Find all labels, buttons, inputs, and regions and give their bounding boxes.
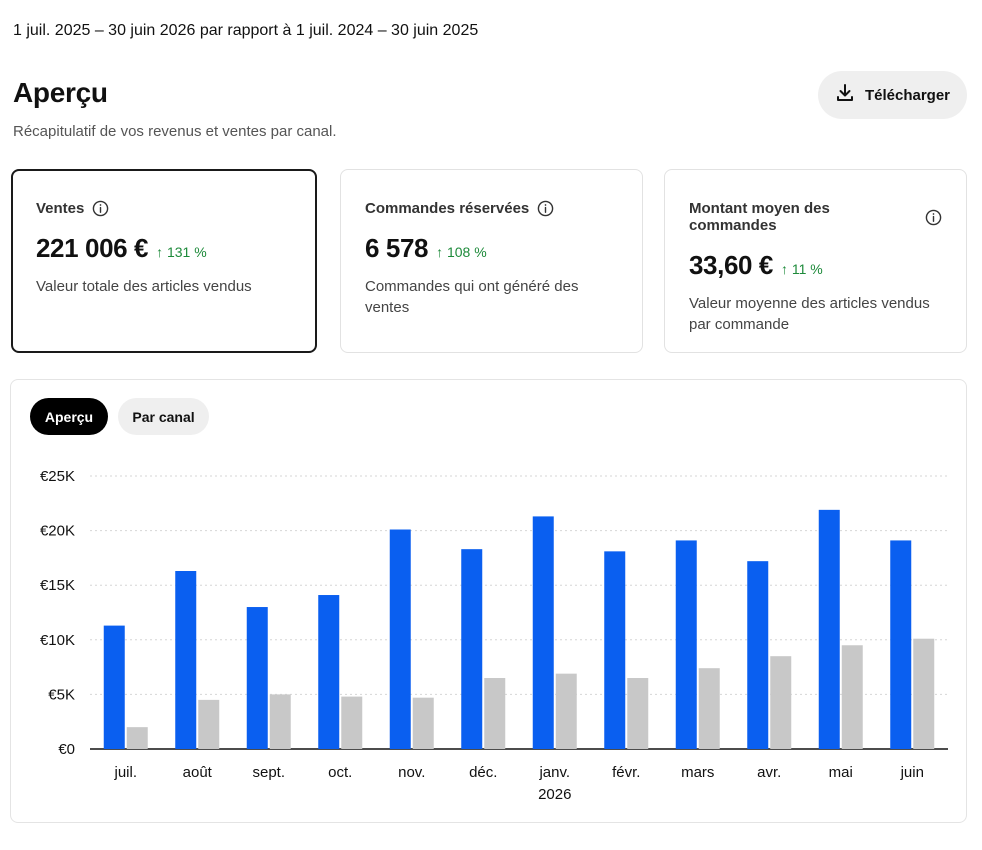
page-title: Aperçu	[13, 77, 108, 108]
card-description: Valeur totale des articles vendus	[36, 278, 252, 295]
tab-apercu[interactable]: Aperçu	[30, 398, 108, 435]
bar-previous	[555, 673, 577, 749]
x-tick-label: nov.	[398, 764, 425, 781]
bar-current	[175, 571, 197, 749]
x-tick-label: mai	[829, 764, 853, 781]
bar-previous	[269, 694, 291, 749]
chart-panel: Aperçu Par canal €0 €5K €10K €15K €20K €25K ju…	[10, 379, 967, 823]
x-tick-label: févr.	[612, 764, 640, 781]
bar-previous	[412, 697, 434, 749]
bar-current	[389, 529, 411, 749]
card-value: 33,60 €	[689, 250, 773, 280]
bar-current	[890, 540, 912, 749]
card-value: 221 006 €	[36, 233, 149, 263]
card-change-badge: ↑ 108 %	[436, 244, 487, 260]
bar-current	[818, 509, 840, 749]
bar-previous	[341, 696, 363, 749]
tab-par-canal[interactable]: Par canal	[118, 398, 209, 435]
x-tick-label: mars	[681, 764, 714, 781]
x-tick-label: oct.	[328, 764, 352, 781]
bar-current	[103, 625, 125, 749]
bar-current	[461, 549, 483, 749]
bar-previous	[841, 645, 863, 749]
x-tick-label: juil.	[113, 764, 137, 781]
info-icon[interactable]	[925, 209, 942, 226]
x-tick-label: janv.	[538, 764, 570, 781]
card-montant-moyen[interactable]: Montant moyen des commandes 33,60 € ↑ 11…	[664, 169, 967, 353]
info-icon[interactable]	[92, 200, 109, 217]
y-tick-label: €5K	[48, 686, 75, 703]
bar-previous	[913, 638, 935, 749]
x-tick-label: juin	[900, 764, 924, 781]
y-tick-label: €15K	[40, 577, 75, 594]
x-year-label: 2026	[538, 786, 571, 803]
y-tick-label: €10K	[40, 632, 75, 649]
y-tick-label: €25K	[40, 468, 75, 485]
y-tick-label: €20K	[40, 523, 75, 540]
bar-previous	[770, 656, 792, 749]
x-tick-label: déc.	[469, 764, 497, 781]
bar-previous	[198, 699, 220, 749]
sales-bar-chart: €0 €5K €10K €15K €20K €25K juil. août sept. oct. n…	[40, 468, 948, 803]
card-label: Commandes réservées	[365, 200, 530, 217]
card-value: 6 578	[365, 233, 429, 263]
y-tick-label: €0	[58, 741, 75, 758]
bar-previous	[627, 678, 649, 749]
bar-current	[747, 561, 769, 749]
card-commandes-reservees[interactable]: Commandes réservées 6 578 ↑ 108 % Comman…	[340, 169, 643, 353]
card-ventes[interactable]: Ventes 221 006 € ↑ 131 % Valeur totale d…	[11, 169, 317, 353]
x-tick-label: avr.	[757, 764, 781, 781]
download-icon	[835, 83, 855, 107]
x-tick-label: sept.	[252, 764, 285, 781]
date-range: 1 juil. 2025 – 30 juin 2026 par rapport …	[13, 22, 479, 39]
bar-current	[246, 607, 268, 749]
bar-current	[604, 551, 626, 749]
info-icon[interactable]	[537, 200, 554, 217]
card-change-badge: ↑ 11 %	[780, 261, 823, 277]
bar-current	[318, 595, 340, 749]
page-subtitle: Récapitulatif de vos revenus et ventes p…	[13, 123, 337, 140]
card-description: Commandes qui ont généré des ventes	[365, 278, 579, 316]
bar-previous	[126, 727, 148, 749]
card-label: Montant moyen des commandes	[689, 200, 830, 234]
card-change-badge: ↑ 131 %	[156, 244, 207, 260]
bar-previous	[484, 678, 506, 749]
card-description: Valeur moyenne des articles vendus par c…	[689, 295, 930, 333]
download-label: Télécharger	[864, 86, 951, 104]
bar-current	[675, 540, 697, 749]
bar-current	[532, 516, 554, 749]
bar-previous	[698, 668, 720, 749]
card-label: Ventes	[36, 200, 85, 217]
download-button[interactable]: Télécharger	[818, 71, 967, 119]
x-tick-label: août	[183, 764, 213, 781]
